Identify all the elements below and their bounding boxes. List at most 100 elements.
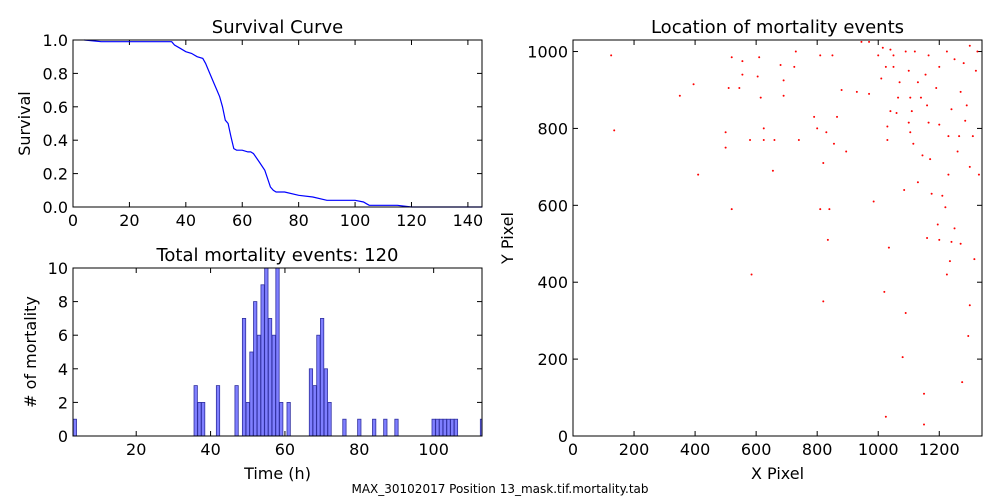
x-tick-label: 400 — [680, 440, 711, 459]
histogram-bar — [234, 385, 239, 436]
chart-title: Survival Curve — [212, 17, 343, 38]
mortality-point — [903, 188, 906, 191]
mortality-point — [926, 104, 929, 107]
mortality-point — [813, 115, 816, 118]
mortality-point — [868, 92, 871, 95]
axes-frame — [572, 39, 983, 437]
filename-caption: MAX_30102017 Position 13_mask.tif.mortal… — [351, 482, 649, 496]
mortality-point — [782, 79, 785, 82]
x-tick-label: 600 — [741, 440, 772, 459]
mortality-point — [974, 69, 977, 72]
histogram-bar — [260, 284, 265, 436]
mortality-point — [730, 56, 733, 59]
mortality-point — [950, 108, 953, 111]
mortality-point — [759, 96, 762, 99]
mortality-point — [828, 208, 831, 211]
histogram-bar — [253, 301, 258, 436]
y-tick-label: 400 — [537, 273, 568, 292]
x-tick-label: 40 — [200, 440, 220, 459]
mortality-point — [924, 73, 927, 76]
y-tick-label: 1.0 — [43, 31, 68, 50]
y-tick-label: 8 — [58, 293, 68, 312]
mortality-point — [855, 90, 858, 93]
mortality-point — [738, 87, 741, 90]
mortality-point — [826, 238, 829, 241]
mortality-point — [724, 131, 727, 134]
mortality-point — [930, 192, 933, 195]
histogram-bar — [264, 268, 269, 436]
mortality-point — [956, 150, 959, 153]
mortality-point — [883, 290, 886, 293]
x-tick-label: 80 — [349, 440, 369, 459]
mortality-point — [877, 54, 880, 57]
y-tick-label: 2 — [58, 393, 68, 412]
survival-line — [84, 39, 482, 208]
axes-frame — [72, 267, 483, 437]
mortality-point — [901, 356, 904, 359]
mortality-point — [968, 44, 971, 47]
y-axis-label: # of mortality — [21, 296, 40, 408]
mortality-point — [921, 154, 924, 157]
mortality-point — [741, 60, 744, 63]
mortality-point — [898, 81, 901, 84]
mortality-point — [773, 138, 776, 141]
mortality-point — [907, 121, 910, 124]
x-tick-label: 60 — [275, 440, 295, 459]
histogram-bar — [312, 385, 317, 436]
y-tick-label: 0.8 — [43, 64, 68, 83]
histogram-bar — [201, 401, 206, 436]
histogram-bar — [249, 351, 254, 436]
mortality-point — [758, 56, 761, 59]
mortality-point — [880, 77, 883, 80]
mortality-point — [959, 242, 962, 245]
mortality-point — [822, 162, 825, 165]
histogram-bar — [394, 418, 399, 436]
histogram-bar — [271, 334, 276, 436]
mortality-point — [948, 260, 951, 263]
x-tick-label: 120 — [396, 211, 427, 230]
mortality-point — [889, 48, 892, 51]
mortality-point — [938, 123, 941, 126]
mortality-point — [872, 200, 875, 203]
mortality-point — [819, 54, 822, 57]
mortality-point — [892, 65, 895, 68]
mortality-point — [950, 240, 953, 243]
histogram-bar — [308, 368, 314, 436]
histogram-bar — [431, 418, 436, 436]
mortality-point — [968, 165, 971, 168]
x-axis-label: X Pixel — [751, 464, 804, 483]
y-tick-label: 0 — [58, 427, 68, 446]
histogram-bar — [342, 418, 347, 436]
y-tick-label: 600 — [537, 196, 568, 215]
histogram-bar — [286, 401, 291, 436]
x-tick-label: 60 — [232, 211, 252, 230]
histogram-bar — [193, 385, 198, 436]
mortality-point — [916, 181, 919, 184]
mortality-point — [886, 138, 889, 141]
mortality-point — [779, 63, 782, 66]
histogram-bar — [267, 317, 273, 436]
mortality-point — [697, 173, 700, 176]
mortality-point — [947, 173, 950, 176]
y-axis-label: Y Pixel — [498, 212, 517, 265]
mortality-point — [910, 110, 913, 113]
mortality-point — [884, 415, 887, 418]
y-tick-label: 0 — [558, 427, 568, 446]
mortality-point — [923, 423, 926, 426]
histogram-bar — [241, 317, 247, 436]
mortality-point — [610, 54, 613, 57]
axes-frame — [72, 39, 483, 208]
mortality-point — [923, 392, 926, 395]
mortality-point — [909, 96, 912, 99]
histogram-bar — [275, 268, 280, 436]
mortality-point — [968, 304, 971, 307]
histogram-bar — [372, 418, 377, 436]
mortality-point — [794, 50, 797, 53]
mortality-point — [730, 208, 733, 211]
x-tick-label: 80 — [288, 211, 308, 230]
histogram-bar — [197, 401, 202, 436]
histogram-bar — [323, 368, 328, 436]
mortality-point — [961, 381, 964, 384]
mortality-point — [749, 138, 752, 141]
